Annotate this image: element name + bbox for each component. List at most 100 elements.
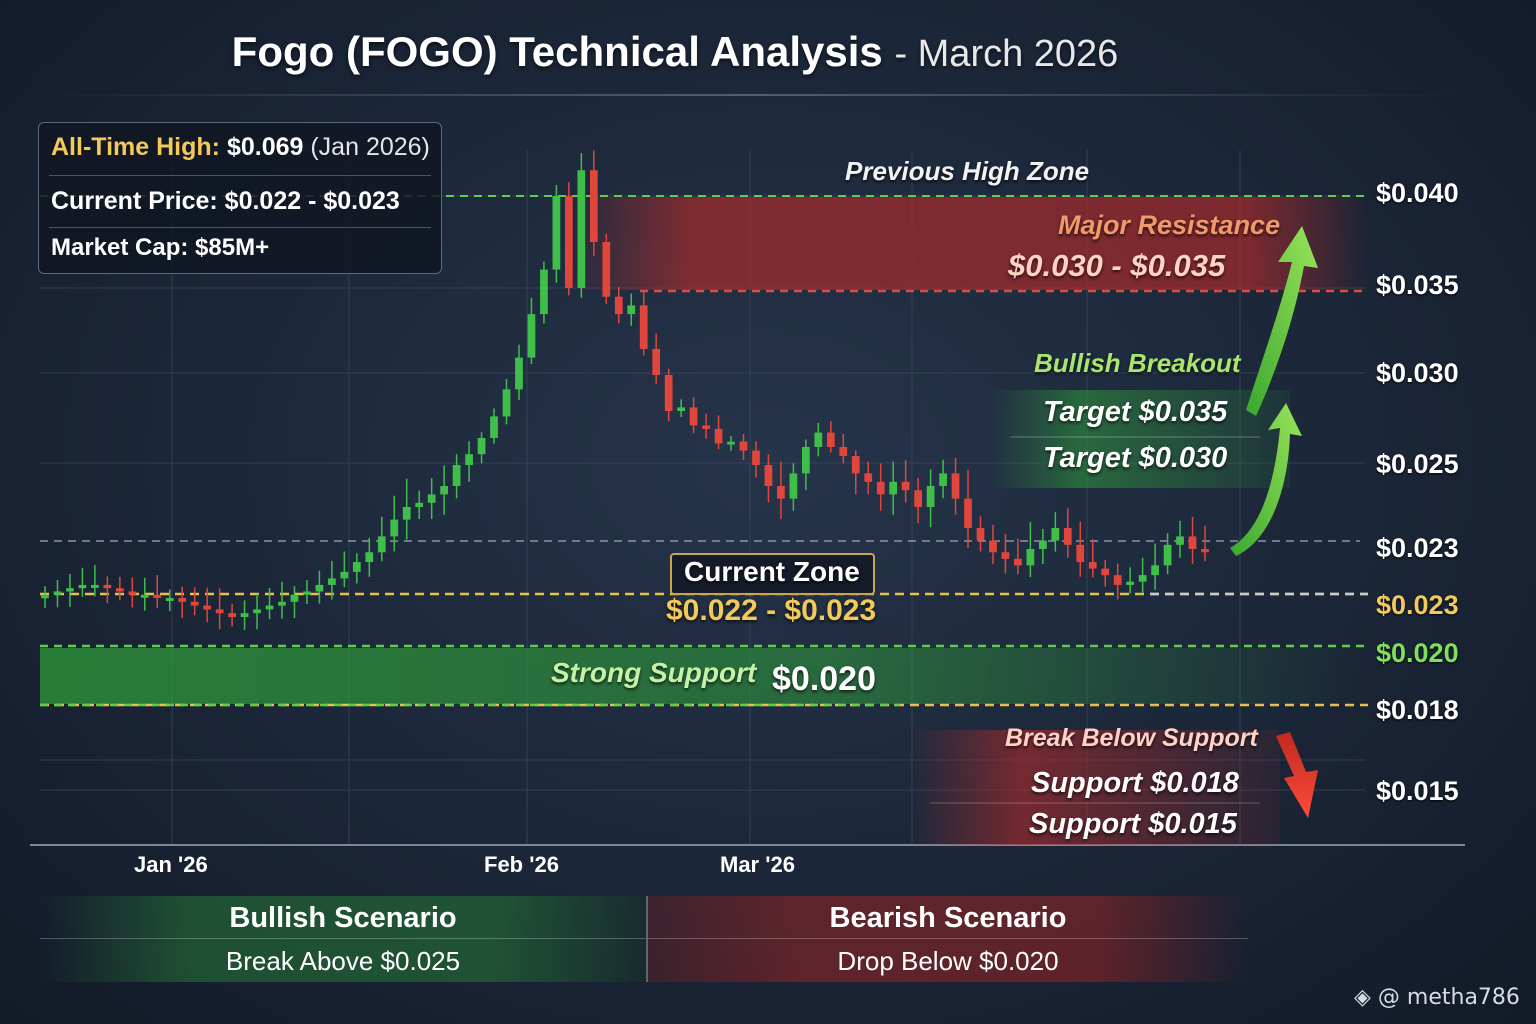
candle-up — [165, 598, 174, 601]
candle-up — [240, 613, 249, 617]
candle-down — [664, 375, 673, 411]
candle-up — [490, 416, 498, 438]
current-zone-range: $0.022 - $0.023 — [666, 594, 877, 627]
candle-down — [614, 296, 623, 315]
candle-down — [1101, 568, 1110, 576]
candle-down — [1113, 575, 1122, 585]
candle-up — [365, 552, 374, 563]
bullish-arrow-large — [1246, 226, 1318, 416]
watermark: ◈ @ metha786 — [1354, 985, 1520, 1010]
y-tick-label: $0.023 — [1376, 533, 1459, 563]
major-resistance-label: Major Resistance — [1058, 210, 1281, 240]
candle-up — [315, 584, 324, 592]
candle-up — [1051, 528, 1060, 541]
current-zone-box — [670, 553, 875, 595]
major-resistance-zone — [570, 197, 1370, 290]
candle-up — [801, 447, 810, 474]
candle-up — [627, 305, 636, 315]
candle-down — [826, 432, 835, 447]
candle-up — [390, 519, 399, 537]
candle-down — [951, 473, 960, 499]
diamond-logo-icon: ◈ — [1354, 985, 1371, 1010]
bullish-arrow-small — [1230, 403, 1302, 556]
market-cap-label: Market Cap: — [51, 234, 189, 261]
ath-date: (Jan 2026) — [310, 133, 430, 161]
candle-down — [602, 242, 611, 297]
candle-up — [1176, 536, 1184, 545]
candle-up — [41, 594, 49, 599]
candle-down — [964, 498, 972, 528]
candle-down — [976, 528, 985, 541]
candle-up — [340, 571, 349, 579]
candle-up — [415, 502, 424, 507]
candle-up — [265, 605, 274, 610]
bearish-scenario-panel: Bearish Scenario Drop Below $0.020 — [648, 896, 1248, 982]
candle-up — [677, 407, 685, 411]
candle-down — [652, 348, 661, 375]
target-2-label: Target $0.030 — [1043, 442, 1228, 474]
bullish-scenario-text: Break Above $0.025 — [225, 946, 461, 976]
scenario-divider — [646, 896, 648, 982]
y-tick-label: $0.023 — [1376, 590, 1459, 620]
y-tick-label: $0.015 — [1376, 776, 1459, 806]
candle-up — [452, 465, 461, 486]
support-2-label: Support $0.015 — [1029, 808, 1237, 840]
bearish-scenario-text: Drop Below $0.020 — [837, 946, 1059, 976]
candle-up — [515, 357, 523, 390]
candle-up — [402, 507, 411, 520]
break-below-label: Break Below Support — [1005, 724, 1258, 752]
info-divider — [49, 175, 431, 176]
candle-down — [714, 429, 723, 444]
candle-down — [702, 425, 710, 429]
candle-down — [1001, 552, 1010, 559]
candle-up — [1138, 575, 1147, 582]
candle-up — [1038, 540, 1047, 549]
bearish-arrow — [1276, 732, 1318, 818]
strong-support-label: Strong Support — [551, 657, 757, 688]
candle-down — [128, 591, 137, 595]
candle-down — [851, 456, 860, 474]
candle-up — [527, 314, 536, 358]
candle-down — [190, 601, 199, 606]
candle-up — [91, 584, 99, 588]
bullish-breakout-label: Bullish Breakout — [1034, 348, 1241, 378]
candle-up — [465, 454, 473, 465]
x-tick-label: Jan '26 — [134, 852, 208, 877]
y-tick-label: $0.035 — [1376, 270, 1459, 300]
bullish-scenario-divider — [40, 938, 646, 939]
bearish-scenario-divider — [648, 938, 1248, 939]
chart-title: Fogo (FOGO) Technical Analysis - March 2… — [0, 28, 1350, 76]
candle-down — [876, 481, 885, 495]
candle-down — [764, 465, 773, 486]
candle-up — [727, 441, 735, 445]
candle-up — [552, 196, 561, 270]
bullish-scenario-title: Bullish Scenario — [229, 902, 457, 934]
info-divider — [49, 227, 431, 228]
target-1-label: Target $0.035 — [1043, 396, 1228, 428]
candle-up — [53, 591, 62, 595]
candle-up — [814, 432, 823, 447]
candle-down — [103, 584, 112, 589]
candle-up — [278, 601, 286, 606]
candle-up — [1151, 565, 1159, 576]
candle-up — [789, 473, 798, 499]
candle-up — [427, 494, 436, 503]
candle-down — [1063, 528, 1072, 545]
previous-high-label: Previous High Zone — [845, 156, 1090, 186]
bullish-scenario-panel: Bullish Scenario Break Above $0.025 — [40, 896, 646, 982]
candle-down — [203, 605, 212, 610]
market-cap-row: Market Cap: $85M+ — [51, 234, 269, 262]
candle-up — [303, 591, 311, 595]
candle-up — [1026, 549, 1035, 566]
candle-up — [253, 609, 261, 614]
candle-up — [502, 389, 511, 417]
candle-down — [1188, 536, 1197, 549]
major-resistance-range: $0.030 - $0.035 — [1008, 248, 1226, 283]
title-sub: - March 2026 — [894, 33, 1119, 75]
current-zone-label: Current Zone — [684, 556, 860, 587]
candle-down — [1076, 544, 1085, 563]
ath-label: All-Time High: — [51, 133, 220, 161]
x-tick-label: Mar '26 — [720, 852, 795, 877]
candle-down — [914, 490, 922, 507]
